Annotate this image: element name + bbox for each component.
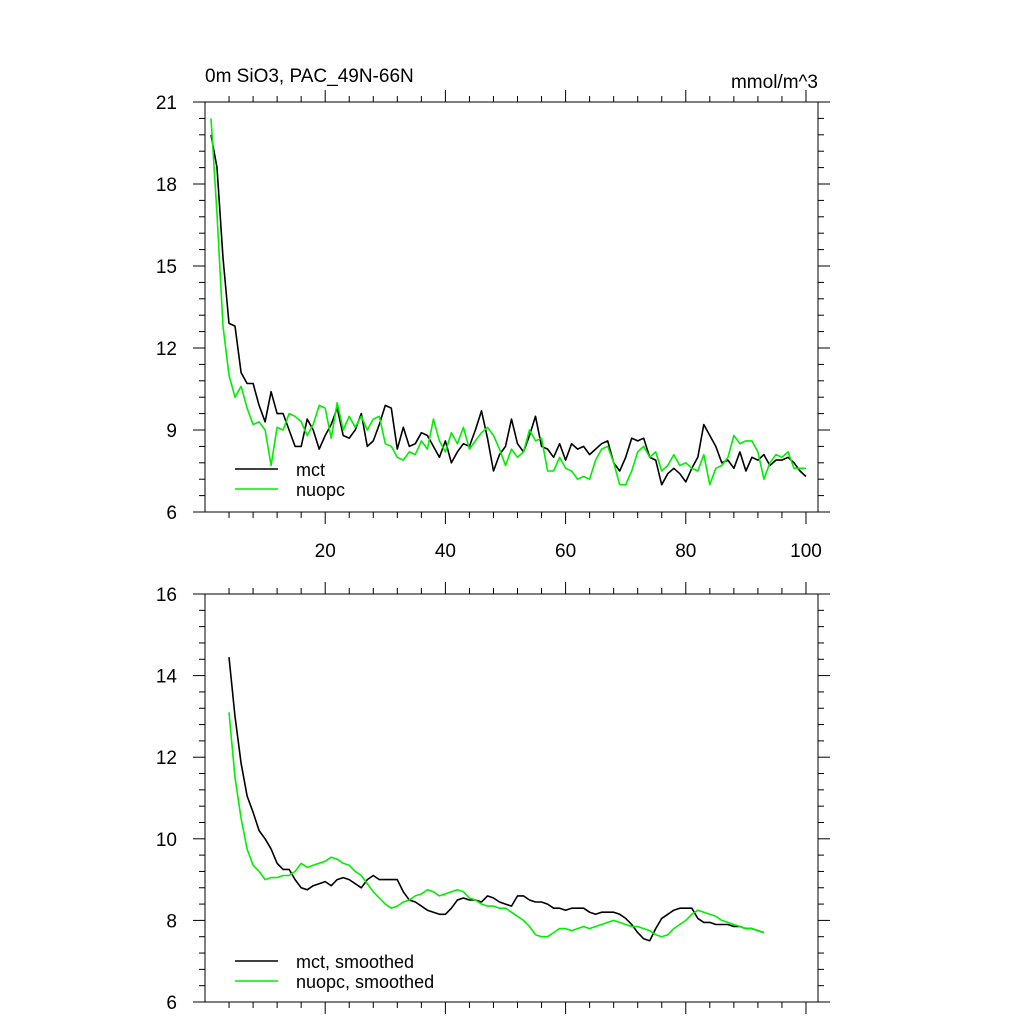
y-tick-label: 21 (156, 93, 177, 114)
series-line-1 (210, 134, 807, 486)
top-panel: 20 40 60 80 100 6 9 12 15 18 21 0m SiO3, PAC_49N-66… (156, 66, 830, 562)
chart-title: 0m SiO3, PAC_49N-66N (205, 66, 414, 87)
y-tick-label: 16 (156, 585, 177, 606)
x-tick-label: 20 (315, 541, 336, 562)
x-tick-label: 100 (790, 541, 822, 562)
x-tick-label: 60 (555, 541, 576, 562)
plot-frame (204, 101, 819, 513)
y-tick-label: 10 (156, 830, 177, 851)
legend-label: nuopc (296, 480, 345, 500)
x-tick-label: 40 (435, 541, 456, 562)
series-line-2 (210, 118, 806, 486)
legend-label: mct, smoothed (296, 952, 414, 972)
y-tick-label: 6 (166, 993, 177, 1014)
series-line-2 (228, 712, 765, 938)
y-tick-label: 15 (156, 257, 177, 278)
y-tick-label: 12 (156, 339, 177, 360)
legend-label: mct (296, 460, 325, 480)
y-tick-label: 8 (166, 911, 177, 932)
y-tick-label: 14 (156, 667, 178, 688)
units-label: mmol/m^3 (731, 72, 818, 93)
legend-label: nuopc, smoothed (296, 972, 434, 992)
y-tick-label: 12 (156, 748, 177, 769)
y-tick-label: 9 (166, 421, 177, 442)
y-tick-label: 18 (156, 175, 177, 196)
x-tick-label: 80 (675, 541, 696, 562)
y-tick-label: 6 (166, 503, 177, 524)
series-line-1 (228, 657, 765, 942)
plot-frame (204, 593, 819, 1003)
